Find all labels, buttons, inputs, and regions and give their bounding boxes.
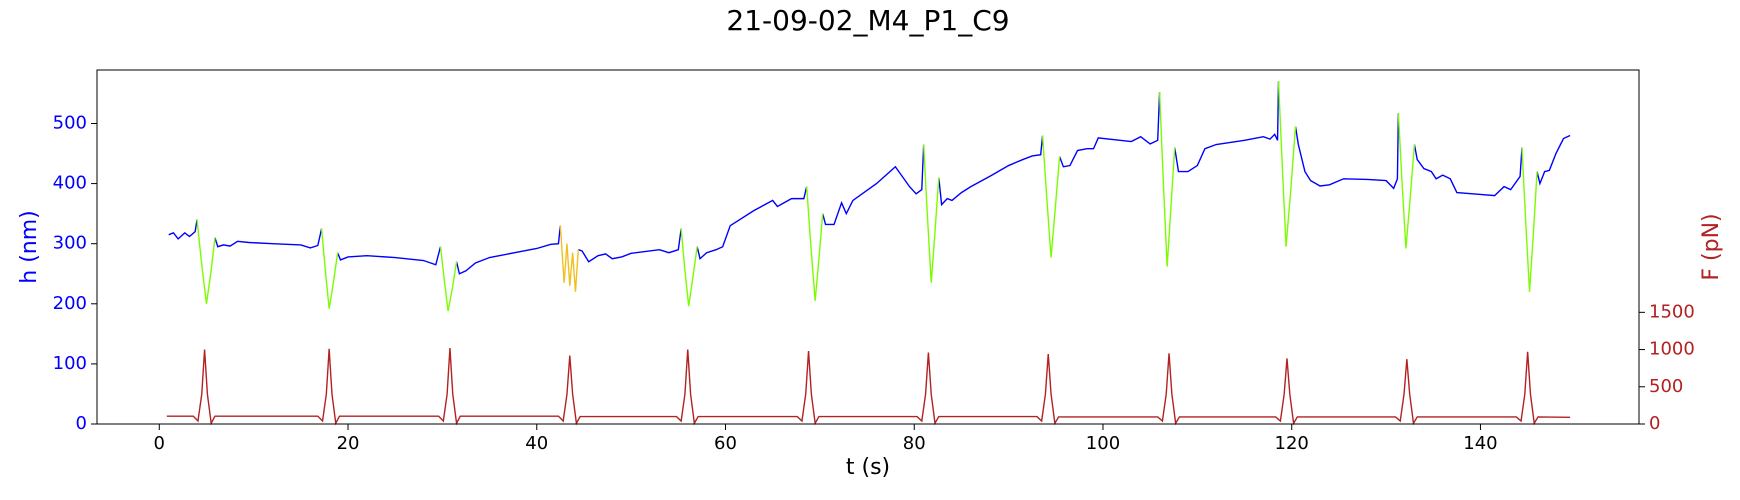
y-tick-label: 400 (53, 173, 87, 194)
data-line (559, 225, 579, 292)
x-tick-label: 0 (154, 433, 165, 454)
y-tick-label: 200 (53, 293, 87, 314)
y-tick-label: 500 (53, 112, 87, 133)
x-tick-label: 140 (1463, 433, 1497, 454)
y2-tick-label: 1000 (1649, 339, 1695, 360)
y-tick-label: 0 (76, 413, 87, 434)
x-tick-label: 20 (337, 433, 360, 454)
x-tick-label: 80 (903, 433, 926, 454)
x-tick-label: 60 (714, 433, 737, 454)
plot-frame (96, 69, 1640, 425)
data-line (166, 348, 1571, 426)
y-tick-label: 100 (53, 353, 87, 374)
data-line (168, 81, 1571, 275)
y2-tick-label: 0 (1649, 413, 1660, 434)
y2-tick-label: 1500 (1649, 301, 1695, 322)
y-axis-label: h (nm) (17, 210, 42, 283)
x-tick-label: 100 (1086, 433, 1120, 454)
data-line (196, 81, 1538, 312)
y-tick-label: 300 (53, 233, 87, 254)
y2-axis-label: F (pN) (1699, 213, 1724, 280)
x-tick-label: 40 (525, 433, 548, 454)
x-tick-label: 120 (1275, 433, 1309, 454)
x-axis-label: t (s) (846, 455, 890, 480)
chart-title: 21-09-02_M4_P1_C9 (726, 4, 1009, 37)
y2-tick-label: 500 (1649, 376, 1683, 397)
